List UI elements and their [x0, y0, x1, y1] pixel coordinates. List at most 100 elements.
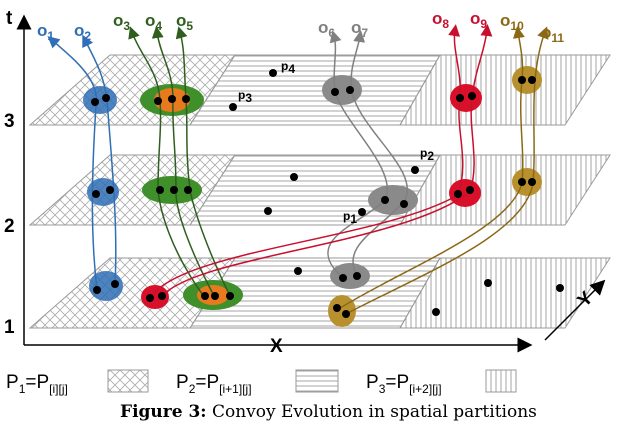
label-o11: o11 — [541, 23, 564, 45]
trajectory-o3 — [128, 26, 206, 299]
label-sub: 8 — [442, 17, 449, 31]
dot-o10-l3 — [518, 76, 526, 84]
dot-o7-l2 — [400, 200, 408, 208]
legend-text: P — [36, 372, 49, 393]
legend-text: P — [176, 372, 189, 393]
dot-o6-l1 — [339, 274, 347, 282]
legend-sub: 1 — [19, 382, 26, 396]
label-sub: 6 — [328, 26, 335, 40]
label-sub: 4 — [288, 62, 295, 76]
convoy-red-l1 — [141, 285, 169, 309]
label-base: o — [470, 9, 480, 28]
dot-o10-l2 — [518, 178, 526, 186]
object-dots — [91, 69, 564, 318]
convoy-red-l3 — [450, 84, 482, 112]
dot-free-l1d — [556, 284, 564, 292]
time-level-1: 1 — [4, 317, 15, 338]
label-sub: 9 — [480, 17, 487, 31]
label-o3: o3 — [113, 11, 130, 33]
dot-o9-l1 — [158, 292, 166, 300]
label-o8: o8 — [432, 9, 449, 31]
figure-caption: Figure 3: Convoy Evolution in spatial pa… — [120, 402, 537, 422]
caption-text: Convoy Evolution in spatial partitions — [207, 402, 537, 422]
convoy-gray-l3 — [322, 75, 362, 105]
dot-free-l2a — [290, 173, 298, 181]
legend-text: = — [195, 372, 206, 393]
dot-p3 — [229, 103, 237, 111]
dot-o10-l1 — [333, 304, 341, 312]
dot-o4-l2 — [170, 186, 178, 194]
legend-text: = — [25, 372, 36, 393]
legend-text: P — [366, 372, 379, 393]
label-o7: o7 — [351, 18, 368, 40]
label-base: o — [351, 18, 361, 37]
label-sub: 1 — [47, 29, 54, 43]
dot-o3-l1 — [201, 292, 209, 300]
label-sub: 10 — [510, 19, 524, 33]
label-base: o — [500, 11, 510, 30]
label-sub: 11 — [551, 31, 564, 45]
dot-free-l1c — [484, 279, 492, 287]
legend-p3: P3=P[i+2][j] — [366, 372, 442, 396]
dot-o1-l1 — [93, 286, 101, 294]
dot-o2-l2 — [106, 186, 114, 194]
legend-sub: 2 — [189, 382, 196, 396]
convoy-blue-l2 — [87, 178, 119, 206]
label-o1: o1 — [37, 21, 54, 43]
convoy-gold-l2 — [512, 168, 542, 196]
label-sub: 2 — [84, 29, 91, 43]
trajectory-o5 — [175, 26, 231, 297]
label-base: o — [113, 11, 123, 30]
dot-o2-l1 — [111, 280, 119, 288]
label-p1: p1 — [343, 209, 357, 226]
convoy-gray-l2 — [368, 185, 418, 215]
legend-p1: P1=P[i][j] — [6, 372, 68, 396]
dot-o6-l3 — [331, 88, 339, 96]
dot-o8-l2 — [454, 190, 462, 198]
legend-text: P — [6, 372, 19, 393]
label-p3: p3 — [238, 88, 252, 105]
label-p2: p2 — [420, 146, 434, 163]
point-labels: p4 p3 p2 p1 — [238, 59, 434, 226]
trajectory-o7 — [350, 30, 408, 277]
dot-p2 — [411, 166, 419, 174]
label-o2: o2 — [74, 21, 91, 43]
label-o10: o10 — [500, 11, 524, 33]
trajectory-o4 — [151, 26, 216, 299]
trajectory-o11 — [345, 26, 549, 315]
dot-free-l1b — [432, 308, 440, 316]
layer-2 — [28, 154, 611, 226]
trajectory-o1 — [47, 36, 98, 291]
label-base: o — [145, 11, 155, 30]
dot-o1-l2 — [92, 190, 100, 198]
legend-text: = — [385, 372, 396, 393]
caption-label: Figure 3: — [120, 402, 207, 422]
dot-o4-l1 — [211, 292, 219, 300]
label-base: p — [343, 209, 350, 223]
dot-p4 — [269, 69, 277, 77]
label-sub: 7 — [361, 26, 368, 40]
label-o5: o5 — [176, 11, 193, 33]
label-sub: 1 — [350, 212, 357, 226]
label-base: p — [281, 59, 288, 73]
legend-p2: P2=P[i+1][j] — [176, 372, 252, 396]
dot-o11-l1 — [342, 310, 350, 318]
legend-sub: [i+2][j] — [409, 382, 441, 396]
label-base: o — [541, 23, 551, 42]
dot-free-l1a — [294, 267, 302, 275]
legend-sub: [i+1][j] — [219, 382, 251, 396]
label-sub: 3 — [245, 91, 252, 105]
time-level-2: 2 — [4, 216, 15, 237]
dot-free-l2b — [264, 207, 272, 215]
label-base: o — [432, 9, 442, 28]
dot-o1-l3 — [91, 98, 99, 106]
dot-o11-l2 — [528, 178, 536, 186]
label-base: o — [74, 21, 84, 40]
dot-o3-l3 — [154, 97, 162, 105]
dot-o5-l3 — [182, 95, 190, 103]
dot-o11-l3 — [528, 76, 536, 84]
object-labels: o1 o2 o3 o4 o5 o6 o7 o8 o9 o10 o11 — [37, 9, 564, 45]
label-sub: 2 — [427, 149, 434, 163]
trajectory-o6 — [327, 30, 389, 279]
